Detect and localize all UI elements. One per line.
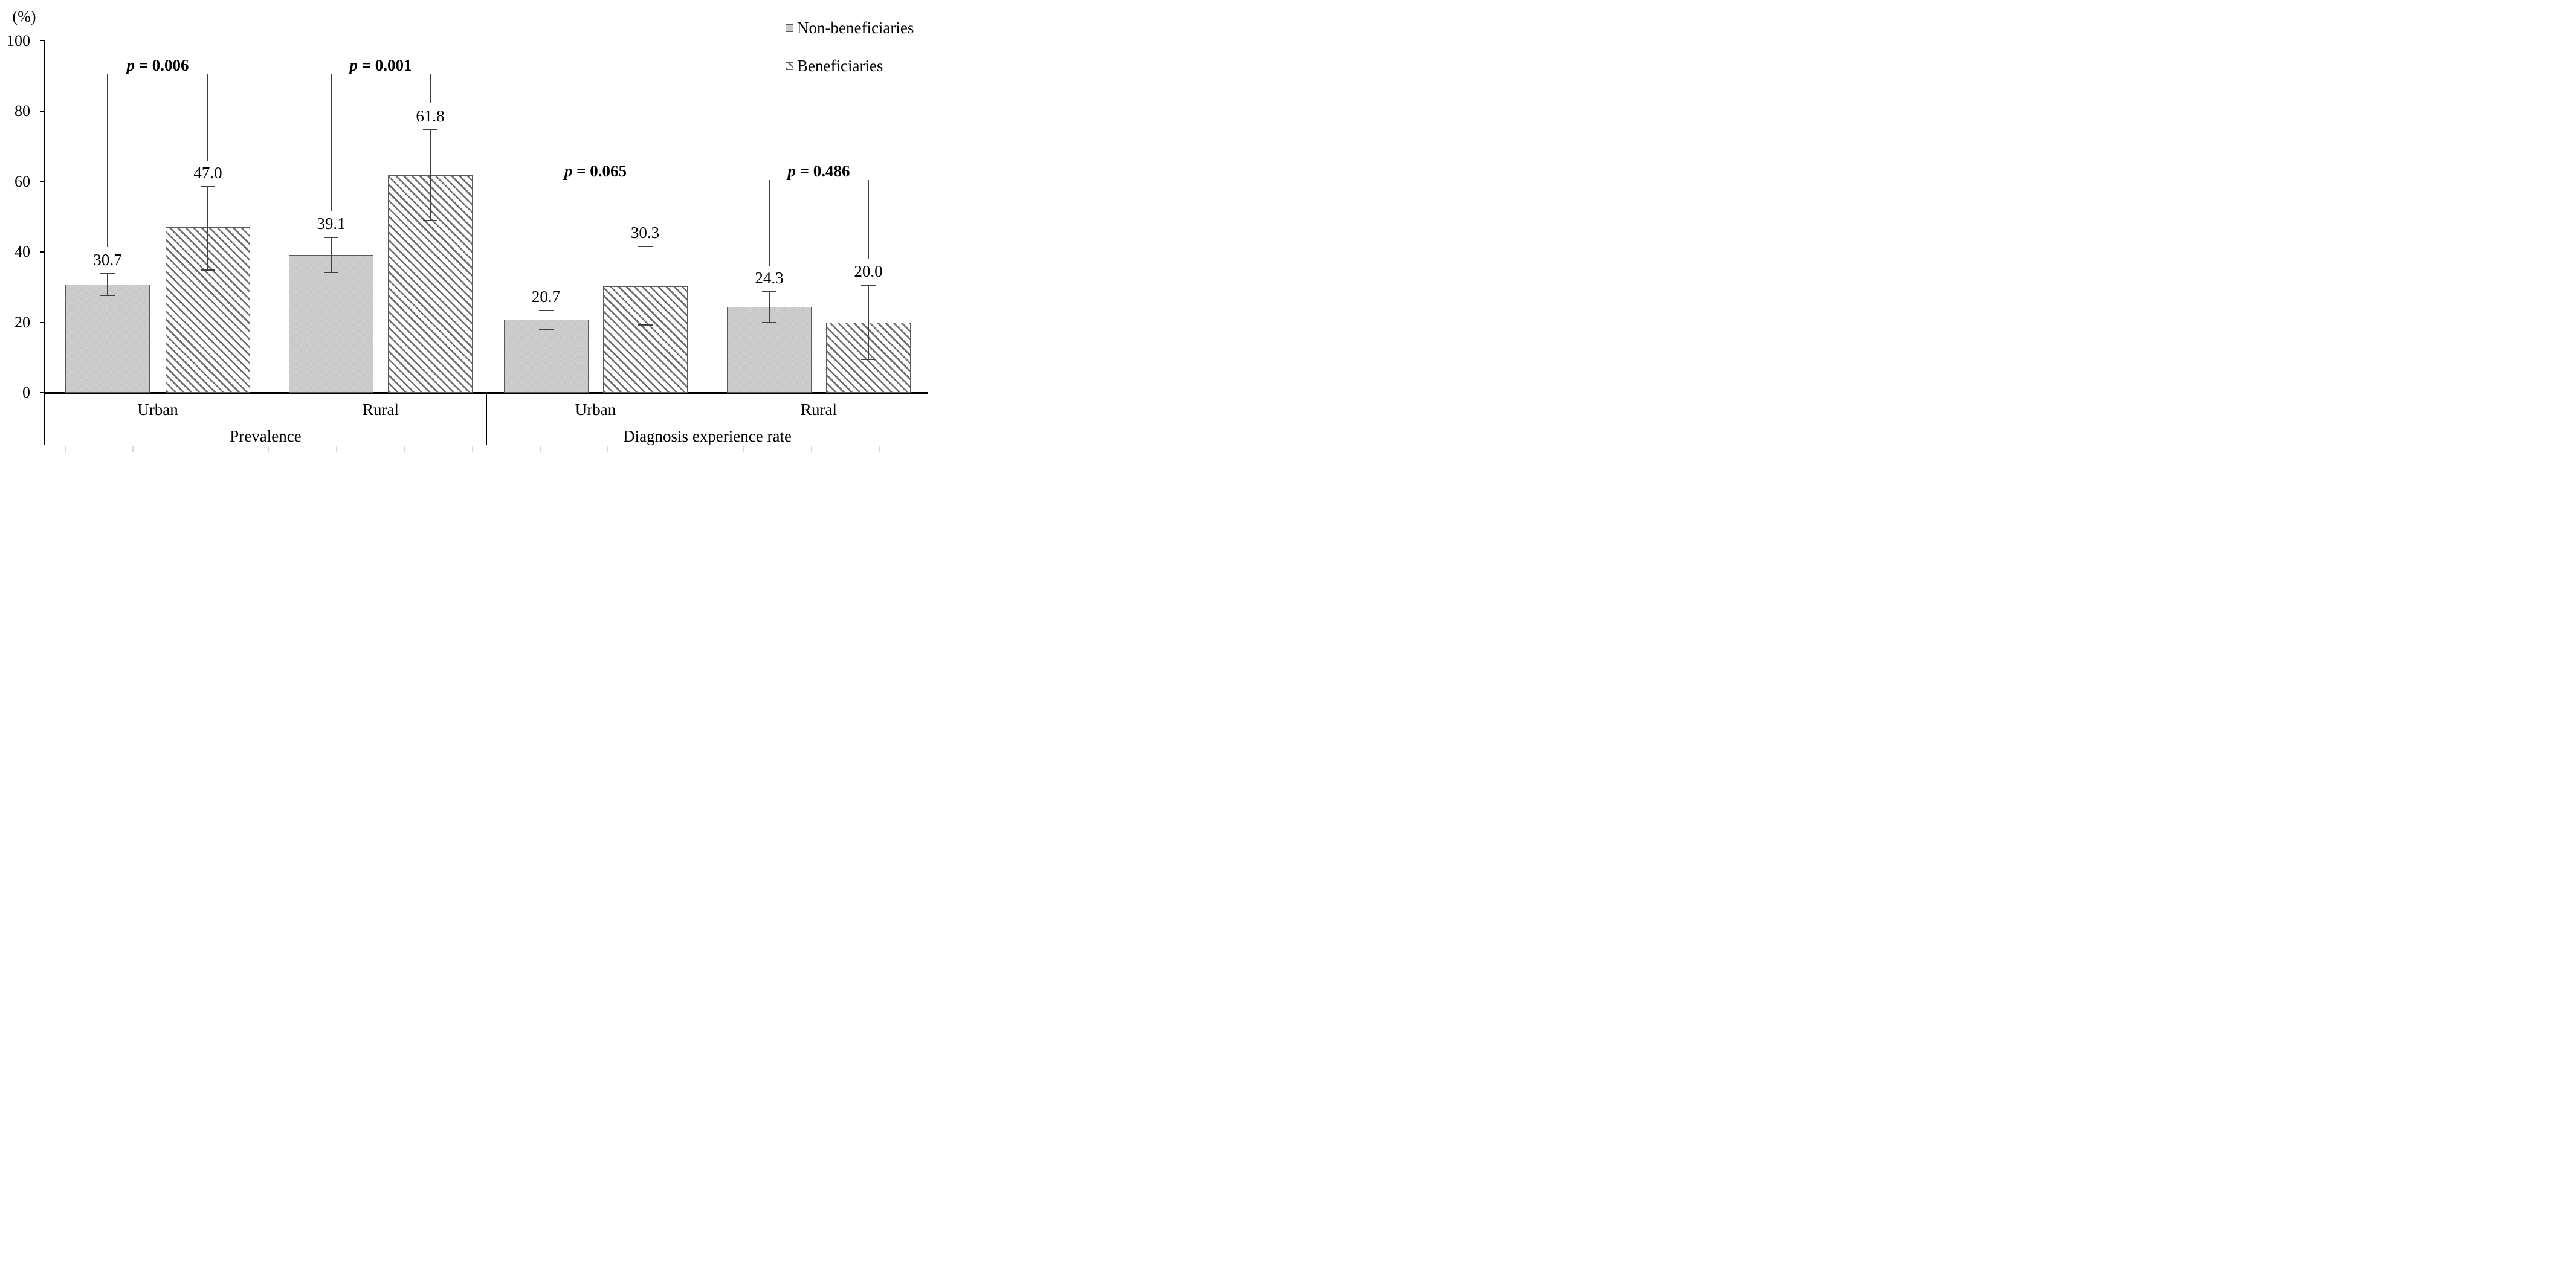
error-bar-cap-top	[762, 291, 776, 293]
y-axis-tick-label: 0	[22, 384, 30, 401]
y-axis-tick	[40, 40, 45, 42]
legend: Non-beneficiaries Beneficiaries	[786, 20, 914, 74]
bar-chart-figure: (%) 0 20 40 60 80 100 30.7 47.0 p = 0.006 Urban 39…	[0, 0, 931, 456]
y-axis-tick-label: 40	[15, 243, 30, 260]
error-bar-cap-top	[638, 246, 653, 248]
minor-tick	[471, 446, 473, 452]
minor-tick	[879, 446, 880, 452]
legend-item: Non-beneficiaries	[786, 20, 914, 36]
bar-beneficiaries	[166, 227, 250, 393]
y-axis-tick-label: 20	[15, 313, 30, 331]
legend-item-label: Beneficiaries	[797, 57, 883, 75]
group-label: Diagnosis experience rate	[623, 427, 792, 445]
error-bar-cap-top	[538, 310, 554, 312]
error-bar-cap-bottom	[100, 294, 115, 296]
error-bar-line	[868, 285, 869, 359]
minor-tick	[743, 446, 744, 452]
minor-tick	[607, 446, 608, 452]
y-axis-tick	[40, 111, 45, 112]
bracket-right-drop	[207, 65, 208, 161]
bar-value-label: 61.8	[416, 106, 445, 125]
category-label: Urban	[137, 401, 178, 419]
bracket-right-drop	[644, 171, 646, 221]
error-bar-cap-top	[201, 186, 215, 188]
bar-non-beneficiaries	[503, 320, 589, 393]
error-bar-cap-bottom	[423, 220, 437, 222]
bracket-left-drop	[107, 65, 108, 248]
p-value-label: p = 0.006	[100, 56, 215, 75]
y-axis-tick-label: 60	[15, 172, 30, 190]
bar-value-label: 20.0	[854, 262, 883, 280]
bar-value-label: 30.3	[630, 224, 660, 242]
plot-right-edge	[927, 393, 928, 445]
error-bar-cap-bottom	[762, 321, 776, 323]
bracket-right-drop	[430, 65, 431, 104]
error-bar-line	[545, 311, 547, 330]
category-label: Rural	[801, 401, 837, 419]
minor-tick	[200, 446, 202, 452]
minor-tick	[675, 446, 677, 452]
y-axis-tick-label: 100	[7, 31, 30, 50]
y-axis-tick	[40, 392, 45, 393]
error-bar-cap-top	[861, 284, 876, 286]
minor-tick	[132, 446, 134, 452]
bar-non-beneficiaries	[289, 255, 373, 393]
error-bar-cap-bottom	[638, 324, 653, 326]
error-bar-line	[644, 246, 646, 325]
bar-value-label: 47.0	[193, 164, 222, 182]
y-axis-unit-label: (%)	[12, 8, 36, 25]
bar-value-label: 20.7	[531, 288, 561, 306]
bar-value-label: 39.1	[317, 214, 346, 233]
p-value-label: p = 0.065	[538, 162, 653, 181]
bracket-left-drop	[545, 171, 547, 285]
error-bar-cap-top	[324, 237, 338, 239]
legend-item-label: Non-beneficiaries	[797, 19, 914, 37]
group-divider	[486, 393, 487, 445]
y-axis-tick	[40, 251, 45, 253]
error-bar-cap-top	[100, 273, 115, 275]
error-bar-line	[107, 274, 108, 295]
y-axis-tick	[40, 181, 45, 182]
minor-tick	[404, 446, 405, 452]
minor-tick	[540, 446, 541, 452]
y-axis-line	[44, 40, 45, 445]
error-bar-cap-bottom	[324, 271, 338, 273]
error-bar-line	[430, 129, 431, 221]
category-label: Rural	[363, 401, 399, 419]
x-axis-line	[44, 391, 928, 394]
bar-non-beneficiaries	[65, 285, 150, 393]
minor-tick	[811, 446, 812, 452]
error-bar-cap-bottom	[861, 358, 876, 360]
error-bar-line	[207, 187, 208, 270]
y-axis-tick	[40, 321, 45, 323]
error-bar-line	[331, 237, 332, 272]
y-axis-tick-label: 80	[15, 102, 30, 120]
hatch-swatch-icon	[786, 62, 793, 70]
minor-tick	[268, 446, 270, 452]
bracket-left-drop	[769, 171, 770, 266]
minor-tick	[336, 446, 337, 452]
minor-tick	[65, 446, 66, 452]
p-value-label: p = 0.486	[761, 162, 876, 181]
bracket-left-drop	[331, 65, 332, 211]
error-bar-cap-bottom	[201, 269, 215, 271]
group-label: Prevalence	[230, 427, 302, 445]
error-bar-line	[769, 292, 770, 323]
bar-value-label: 24.3	[755, 269, 784, 288]
error-bar-cap-bottom	[538, 329, 554, 330]
category-label: Urban	[575, 401, 616, 419]
error-bar-cap-top	[423, 129, 437, 130]
bracket-right-drop	[868, 171, 869, 259]
gray-swatch-icon	[786, 24, 793, 32]
legend-item: Beneficiaries	[786, 58, 914, 74]
p-value-label: p = 0.001	[323, 56, 438, 75]
bar-value-label: 30.7	[93, 251, 122, 269]
